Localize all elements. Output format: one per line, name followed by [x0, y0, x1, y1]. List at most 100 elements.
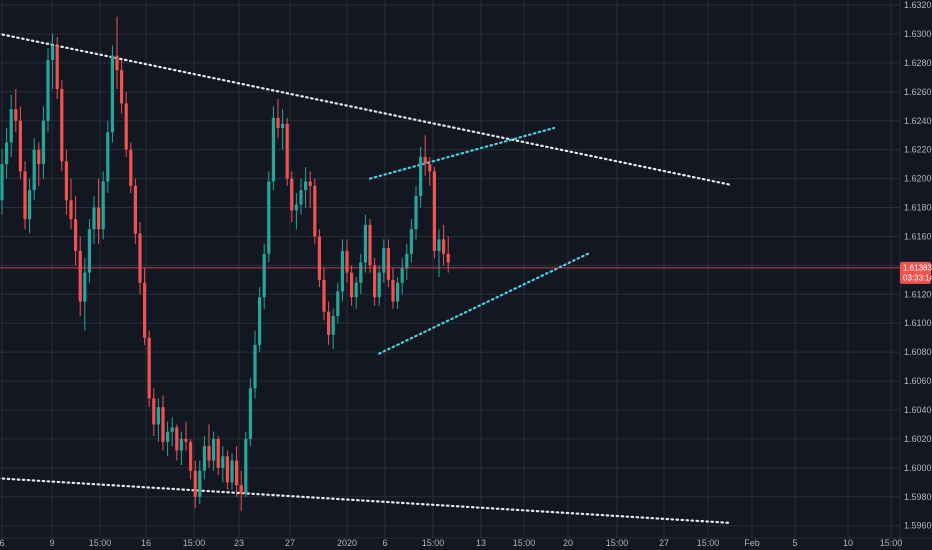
candle-body: [230, 460, 234, 483]
x-tick-label: 10: [843, 538, 853, 548]
y-tick-label: 1.61000: [904, 318, 932, 328]
candle-body: [161, 407, 165, 442]
candle-body: [152, 398, 156, 425]
candle-body: [299, 190, 303, 205]
candle-body: [179, 438, 183, 451]
y-tick-label: 1.60000: [904, 463, 932, 473]
candle-body: [294, 204, 298, 211]
candle-body: [322, 279, 326, 312]
candle-body: [143, 282, 147, 338]
candle-body: [14, 109, 18, 121]
x-tick-label: 6: [382, 538, 387, 548]
y-tick-label: 1.63200: [904, 0, 932, 10]
candle-body: [46, 60, 50, 121]
candle-body: [419, 156, 423, 196]
candle-body: [23, 171, 27, 220]
candle-body: [5, 142, 9, 165]
candle-body: [400, 268, 404, 283]
candle-body: [9, 109, 13, 143]
x-tick-label: 20: [563, 538, 573, 548]
x-tick-label: 23: [234, 538, 244, 548]
trendline-lower-support[interactable]: [0, 477, 730, 524]
candle-body: [87, 229, 91, 273]
current-price-badge: 1.61383 03:33:14: [900, 261, 932, 284]
trendlines: [0, 32, 730, 524]
candle-body: [32, 149, 36, 191]
y-tick-label: 1.60800: [904, 347, 932, 357]
candle-body: [106, 132, 110, 182]
candle-body: [101, 181, 105, 230]
candle-body: [156, 407, 160, 425]
candle-body: [216, 438, 220, 468]
x-tick-label: 15:00: [89, 538, 112, 548]
candle-body: [64, 161, 68, 201]
candle-body: [55, 45, 59, 89]
candle-body: [69, 200, 73, 220]
x-tick-label: 2020: [337, 538, 357, 548]
candle-body: [198, 470, 202, 497]
trendline-wedge-upper[interactable]: [368, 126, 556, 180]
candle-body: [350, 272, 354, 298]
candle-body: [248, 388, 252, 439]
x-tick-label: 15:00: [513, 538, 536, 548]
candle-body: [138, 233, 142, 283]
candle-body: [133, 185, 137, 234]
candle-body: [184, 438, 188, 442]
candle-body: [258, 297, 262, 345]
candle-body: [308, 181, 312, 186]
candle-body: [304, 181, 308, 191]
y-tick-label: 1.61200: [904, 289, 932, 299]
x-tick-label: 27: [659, 538, 669, 548]
candle-countdown: 03:33:14: [903, 273, 932, 282]
candle-body: [354, 282, 358, 298]
candle-body: [147, 337, 151, 399]
x-tick-label: 15:00: [880, 538, 903, 548]
candle-body: [74, 219, 78, 251]
candle-body: [317, 236, 321, 280]
candle-body: [212, 438, 216, 461]
candle-body: [60, 88, 64, 162]
x-tick-label: 5: [792, 538, 797, 548]
candle-body: [0, 164, 4, 201]
candle-body: [290, 178, 294, 211]
candles: [0, 16, 450, 512]
candle-body: [221, 456, 225, 468]
candle-body: [423, 156, 427, 165]
candle-body: [244, 438, 248, 494]
candle-body: [386, 248, 390, 280]
y-tick-label: 1.59600: [904, 521, 932, 531]
x-tick-label: 15:00: [183, 538, 206, 548]
x-tick-label: 16: [141, 538, 151, 548]
candle-body: [207, 446, 211, 461]
candle-body: [363, 224, 367, 263]
trendline-wedge-lower[interactable]: [378, 251, 592, 355]
candle-body: [262, 253, 266, 298]
candle-body: [267, 181, 271, 254]
candle-body: [124, 103, 128, 150]
candle-body: [225, 456, 229, 483]
candle-body: [18, 120, 22, 172]
y-tick-label: 1.60400: [904, 405, 932, 415]
x-tick-label: 15:00: [697, 538, 720, 548]
current-price-badge-box: [900, 261, 931, 284]
candle-body: [345, 250, 349, 273]
candle-body: [285, 123, 289, 179]
candle-body: [202, 446, 206, 471]
x-tick-label: 15:00: [606, 538, 629, 548]
y-tick-label: 1.62800: [904, 58, 932, 68]
x-tick-label: 13: [476, 538, 486, 548]
y-tick-label: 1.60600: [904, 376, 932, 386]
candle-body: [253, 344, 257, 389]
candle-body: [359, 262, 363, 283]
candle-body: [51, 45, 55, 61]
y-tick-label: 1.61600: [904, 231, 932, 241]
candle-body: [437, 239, 441, 251]
x-tick-label: 6: [0, 538, 5, 548]
candle-body: [377, 272, 381, 298]
candle-body: [276, 117, 280, 128]
candle-body: [235, 460, 239, 486]
y-tick-label: 1.60200: [904, 434, 932, 444]
time-axis[interactable]: 6 9 15:00 16 15:00 23 27 2020 6 15:00 13 15:00 20 15:…: [0, 538, 902, 548]
candle-body: [442, 239, 446, 254]
